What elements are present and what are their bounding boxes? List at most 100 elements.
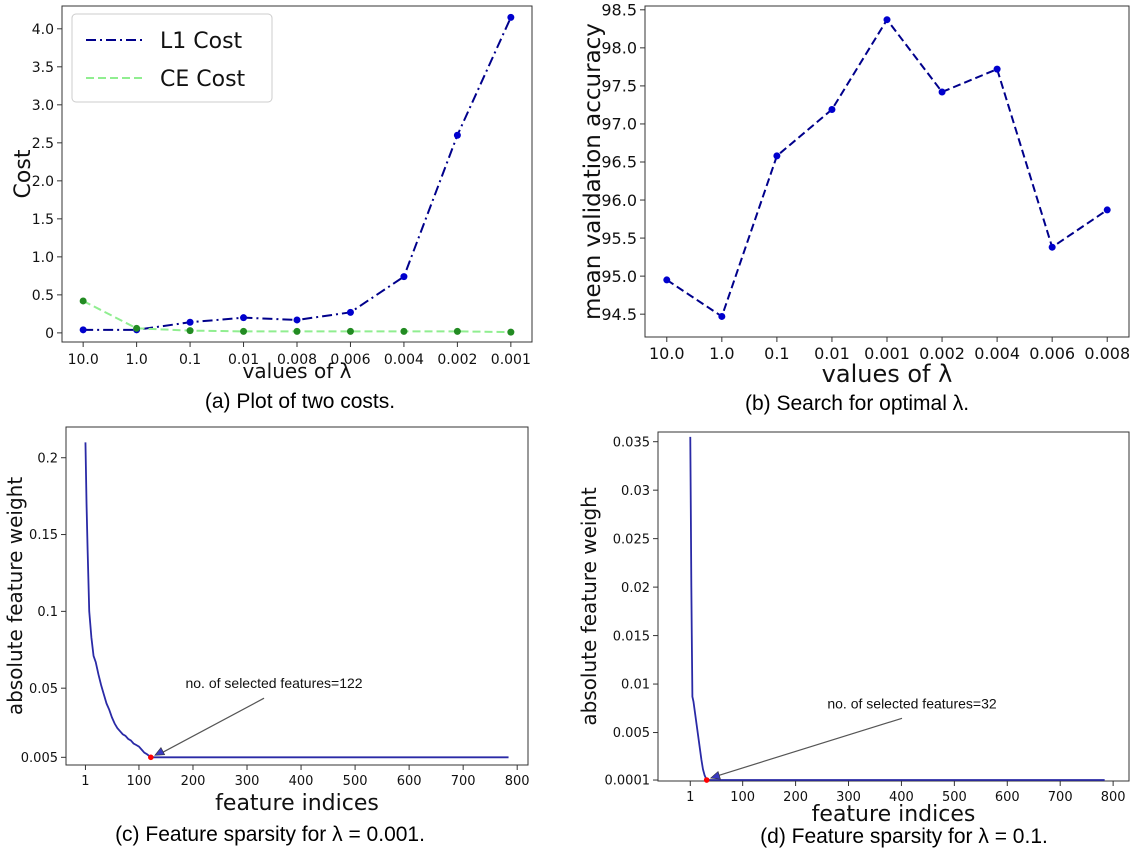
caption-b: (b) Search for optimal λ. — [745, 392, 969, 415]
d-annotation-arrow — [716, 717, 903, 777]
b-xtick-label: 0.01 — [814, 344, 850, 363]
c-ytick-label: 0.1 — [37, 605, 58, 620]
b-ytick-label: 98.5 — [601, 1, 637, 20]
b-xlabel: values of λ — [822, 360, 953, 388]
b-ytick-label: 95.0 — [601, 267, 637, 286]
b-xtick-label: 10.0 — [649, 344, 685, 363]
c-ytick-label: 0.2 — [37, 451, 58, 466]
a-series-1-point — [346, 327, 354, 335]
a-ytick-label: 1.0 — [32, 250, 54, 266]
c-selected-marker — [148, 754, 154, 761]
caption-a: (a) Plot of two costs. — [205, 390, 395, 413]
a-xtick-label: 0.008 — [277, 352, 317, 368]
a-series-1-point — [186, 327, 194, 335]
b-ytick-label: 94.5 — [601, 305, 637, 324]
a-ytick-label: 2.0 — [32, 174, 54, 190]
d-xtick-label: 200 — [783, 790, 808, 805]
c-ytick-label: 0.15 — [29, 528, 58, 543]
a-series-1-point — [453, 327, 461, 335]
c-xtick-label: 600 — [397, 774, 422, 789]
b-series-0-point — [993, 65, 1001, 73]
d-ytick-label: 0.025 — [613, 532, 650, 547]
b-xtick-label: 0.004 — [974, 344, 1020, 363]
a-xtick-label: 0.1 — [179, 352, 201, 368]
c-xtick-label: 300 — [235, 774, 260, 789]
c-annotation-arrowhead — [154, 747, 166, 756]
panel-d: 0.0001 0.005 0.01 0.015 0.02 0.025 0.03 0.035 1 1… — [577, 431, 1130, 848]
b-ytick-label: 96.5 — [601, 153, 637, 172]
b-series-0-point — [1103, 206, 1111, 214]
caption-c: (c) Feature sparsity for λ = 0.001. — [115, 823, 425, 846]
plot-a-marks: 0 0.5 1.0 1.5 2.0 2.5 3.0 3.5 4.0 10.0 1.0 0.1 0.01 0… — [11, 13, 531, 383]
caption-d: (d) Feature sparsity for λ = 0.1. — [760, 825, 1048, 848]
c-xtick-label: 1 — [81, 774, 89, 789]
a-xlabel: values of λ — [243, 359, 352, 383]
a-series-0-point — [400, 273, 408, 281]
panel-a: 0 0.5 1.0 1.5 2.0 2.5 3.0 3.5 4.0 10.0 1.0 0.1 0.01 0… — [11, 5, 533, 413]
a-series-1-point — [79, 297, 87, 305]
a-series-0-point — [507, 13, 515, 21]
plot-d-frame — [657, 431, 1130, 782]
d-xlabel: feature indices — [812, 802, 976, 827]
a-series-0-point — [293, 316, 301, 324]
c-xtick-label: 400 — [289, 774, 314, 789]
a-xtick-label: 0.004 — [384, 352, 424, 368]
b-xtick-label: 0.002 — [919, 344, 965, 363]
c-annotation-arrow — [160, 697, 265, 754]
d-xtick-label: 100 — [730, 790, 755, 805]
a-series-0-point — [79, 326, 87, 334]
b-series-0-point — [883, 16, 891, 24]
d-ytick-label: 0.01 — [621, 678, 650, 693]
b-ytick-label: 97.5 — [601, 77, 637, 96]
b-ytick-label: 97.0 — [601, 115, 637, 134]
a-series-1-point — [293, 327, 301, 335]
c-ytick-label: 0.005 — [21, 751, 58, 766]
c-xlabel: feature indices — [215, 791, 379, 816]
b-series-0-point — [938, 88, 946, 96]
d-ytick-label: 0.03 — [621, 484, 650, 499]
a-ytick-label: 3.5 — [32, 60, 54, 76]
a-xtick-label: 10.0 — [68, 352, 99, 368]
b-xtick-label: 0.001 — [864, 344, 910, 363]
d-xtick-label: 700 — [1048, 790, 1073, 805]
a-legend-label-0: L1 Cost — [160, 29, 243, 54]
c-xtick-label: 100 — [127, 774, 152, 789]
c-weight-curve — [84, 442, 509, 759]
plot-c-marks: 0.005 0.05 0.1 0.15 0.2 1 100 200 300 400 500 600 70… — [3, 442, 530, 816]
a-ylabel: Cost — [11, 149, 36, 198]
panel-b: 94.5 95.0 95.5 96.0 96.5 97.0 97.5 98.0 98.5 10.0… — [580, 1, 1130, 415]
a-series-1-point — [400, 327, 408, 335]
a-legend — [71, 13, 273, 103]
a-xtick-label: 0.002 — [437, 352, 477, 368]
panel-c: 0.005 0.05 0.1 0.15 0.2 1 100 200 300 400 500 600 70… — [3, 426, 530, 846]
b-series-0-point — [773, 152, 781, 160]
a-series-1-point — [240, 327, 248, 335]
a-series-1-point — [507, 328, 515, 336]
d-ytick-label: 0.005 — [613, 726, 650, 741]
a-ytick-label: 3.0 — [32, 98, 54, 114]
a-ytick-label: 2.5 — [32, 136, 54, 152]
d-xtick-label: 300 — [836, 790, 861, 805]
a-xtick-label: 0.006 — [330, 352, 370, 368]
a-ytick-label: 0 — [45, 326, 54, 342]
c-xtick-label: 700 — [451, 774, 476, 789]
a-legend-label-1: CE Cost — [160, 67, 246, 92]
d-ytick-label: 0.035 — [613, 435, 650, 450]
a-xtick-label: 1.0 — [125, 352, 147, 368]
a-ytick-label: 1.5 — [32, 212, 54, 228]
a-series-0-point — [453, 131, 461, 139]
c-ytick-label: 0.05 — [29, 682, 58, 697]
plot-b-marks: 94.5 95.0 95.5 96.0 96.5 97.0 97.5 98.0 98.5 10.0… — [580, 1, 1130, 388]
d-xtick-label: 500 — [942, 790, 967, 805]
d-xtick-label: 400 — [889, 790, 914, 805]
a-xtick-label: 0.001 — [491, 352, 531, 368]
c-xtick-label: 200 — [181, 774, 206, 789]
a-ytick-label: 4.0 — [32, 22, 54, 38]
d-annotation-text: no. of selected features=32 — [827, 695, 996, 711]
b-xtick-label: 0.008 — [1084, 344, 1130, 363]
b-ytick-label: 96.0 — [601, 191, 637, 210]
d-selected-marker — [703, 777, 710, 783]
plot-d-marks: 0.0001 0.005 0.01 0.015 0.02 0.025 0.03 0.035 1 1… — [577, 435, 1126, 827]
a-xtick-label: 0.01 — [228, 352, 259, 368]
